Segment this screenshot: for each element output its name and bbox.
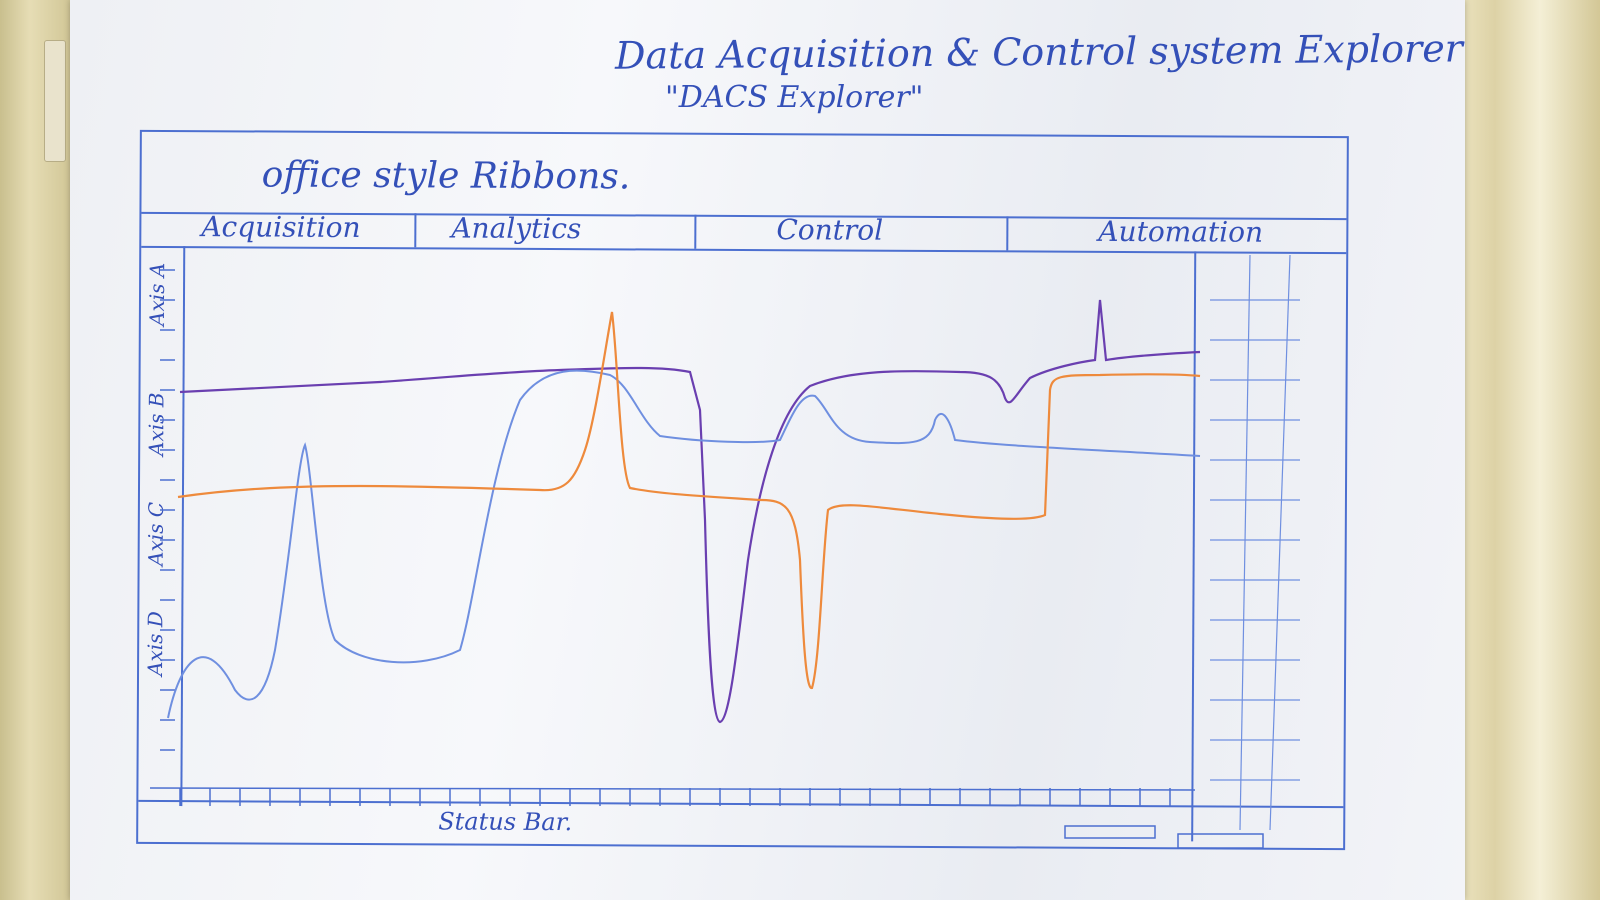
- left-axis-ticks: [160, 269, 175, 751]
- horizontal-scroll-thumb-2[interactable]: [1177, 833, 1264, 849]
- board-hinge: [44, 40, 66, 162]
- page-subtitle: "DACS Explorer": [665, 80, 924, 115]
- right-panel-grid: [1210, 254, 1300, 831]
- bottom-axis-ticks: [149, 787, 1196, 806]
- horizontal-scroll-thumb[interactable]: [1064, 825, 1156, 839]
- board-frame-right: [1450, 0, 1600, 900]
- trace-orange: [177, 311, 1201, 690]
- trace-blue: [167, 369, 1201, 719]
- trace-purple: [179, 299, 1201, 724]
